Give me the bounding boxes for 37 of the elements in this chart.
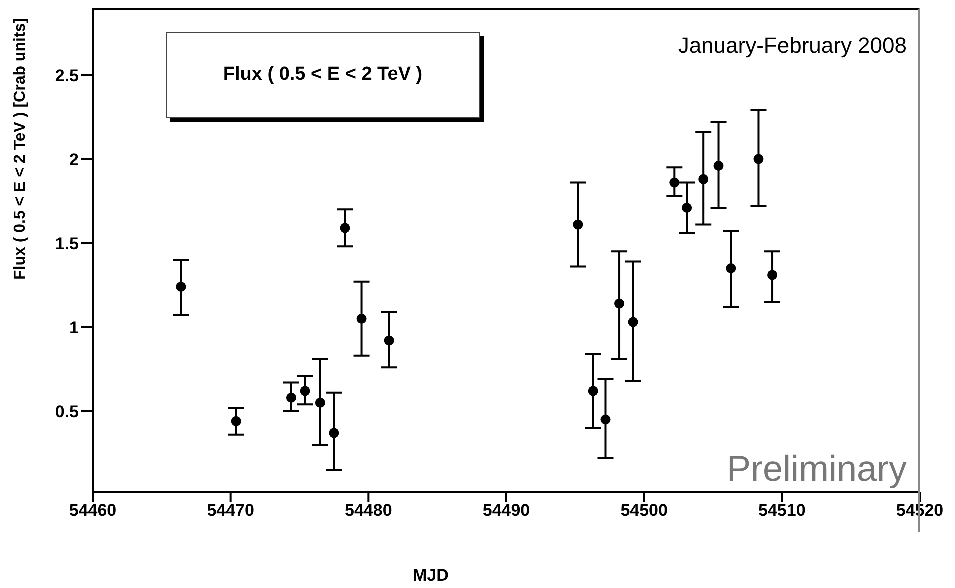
point — [614, 298, 625, 309]
point — [768, 270, 778, 280]
point — [340, 223, 350, 234]
point — [714, 160, 724, 171]
y-tick-label: 0.5 — [55, 402, 79, 422]
x-tick-label: 54480 — [345, 501, 392, 520]
x-tick-label: 54470 — [207, 501, 254, 520]
x-tick-label: 54510 — [758, 501, 806, 520]
point — [682, 202, 692, 213]
point — [231, 416, 242, 426]
point — [384, 336, 394, 346]
point — [315, 398, 326, 408]
point — [628, 317, 638, 328]
point — [588, 386, 598, 396]
y-tick-label: 2 — [70, 150, 79, 170]
annotation: Preliminary — [726, 448, 907, 490]
point — [670, 178, 680, 188]
y-tick-label: 1 — [70, 318, 79, 338]
point — [176, 282, 186, 292]
x-tick-label: 54520 — [896, 501, 944, 520]
point — [329, 428, 340, 438]
y-tick-label: 1.5 — [55, 234, 79, 254]
point — [698, 174, 709, 184]
y-tick-label: 2.5 — [55, 66, 79, 86]
x-tick-label: 54500 — [620, 501, 668, 520]
x-tick-label: 54490 — [482, 501, 530, 520]
point — [300, 386, 310, 396]
point — [726, 263, 736, 274]
text: January-February 2008 — [678, 33, 907, 59]
point — [356, 314, 367, 324]
x-axis-title: MJD — [413, 566, 449, 586]
x-tick-label: 54460 — [69, 501, 117, 520]
point — [286, 392, 296, 403]
point — [573, 220, 584, 230]
point — [754, 154, 764, 164]
y-axis-title: Flux ( 0.5 < E < 2 TeV ) [Crab units] — [12, 18, 30, 282]
point — [600, 414, 611, 425]
